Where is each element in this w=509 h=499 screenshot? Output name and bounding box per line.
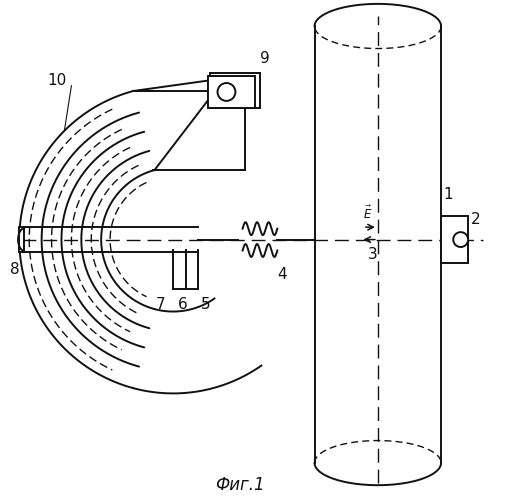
Circle shape: [217, 83, 235, 101]
Text: 4: 4: [277, 267, 287, 282]
Text: $\vec{E}$: $\vec{E}$: [362, 205, 372, 222]
Text: 8: 8: [10, 262, 19, 277]
Text: 1: 1: [443, 188, 453, 203]
Text: 10: 10: [47, 73, 66, 88]
Bar: [19, 227, 24, 252]
Text: 5: 5: [200, 296, 210, 311]
Text: 3: 3: [367, 247, 377, 262]
Text: 9: 9: [260, 51, 269, 66]
Bar: [210, 73, 260, 108]
Text: 2: 2: [470, 212, 479, 227]
Text: 7: 7: [156, 296, 165, 311]
Bar: [208, 76, 254, 108]
Text: 6: 6: [178, 296, 187, 311]
Bar: [440, 216, 467, 263]
Text: Фиг.1: Фиг.1: [215, 476, 264, 494]
Circle shape: [453, 232, 467, 247]
